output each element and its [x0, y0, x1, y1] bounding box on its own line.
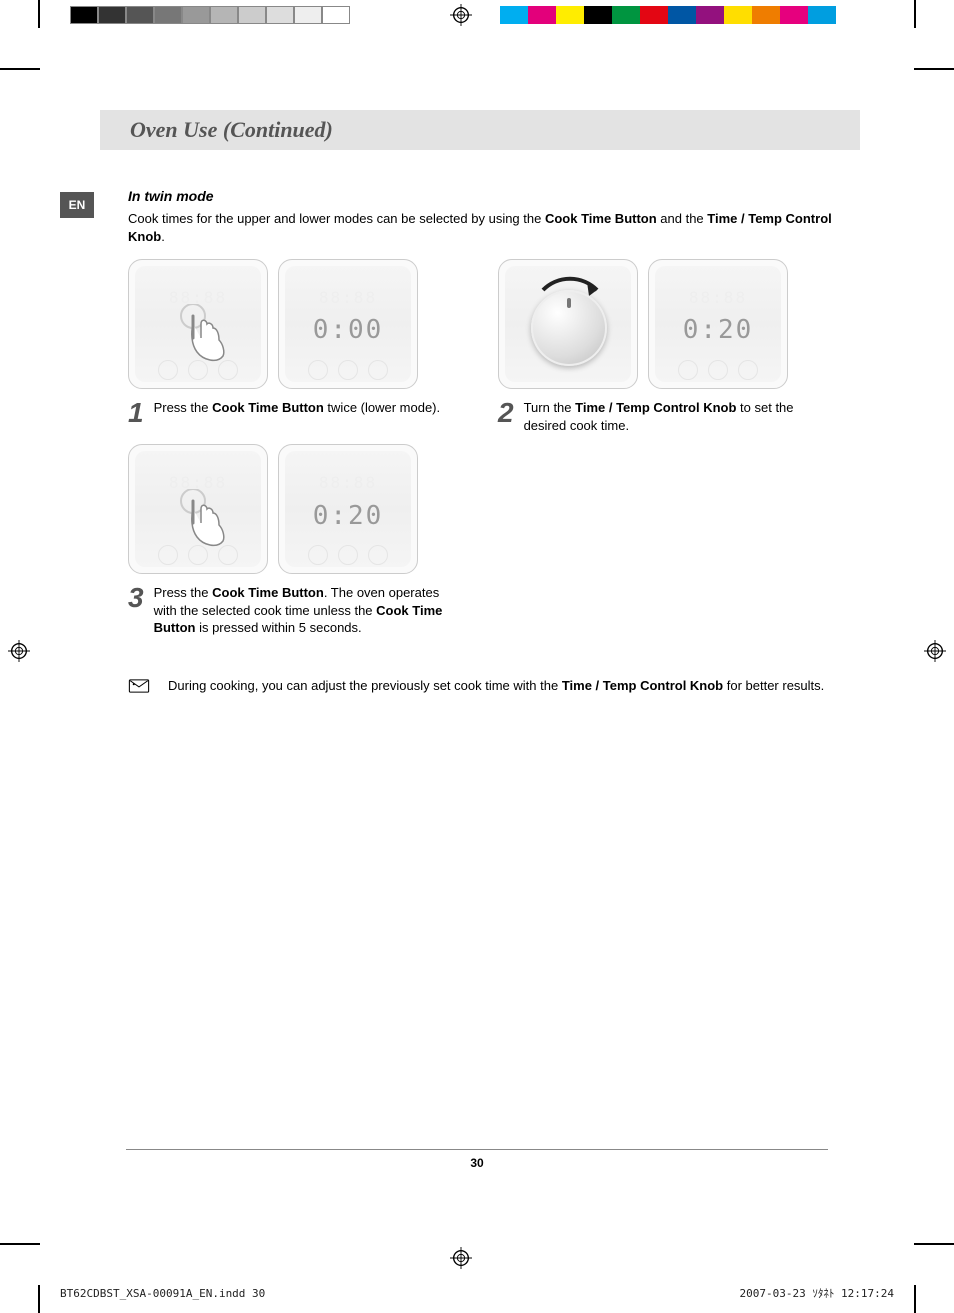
crop-mark — [914, 1243, 954, 1245]
lcd-readout: 0:00 — [279, 315, 417, 345]
step-2: 2 Turn the Time / Temp Control Knob to s… — [498, 399, 828, 434]
step-2-text: Turn the Time / Temp Control Knob to set… — [524, 399, 828, 434]
hand-press-icon — [173, 489, 233, 559]
crop-mark — [0, 1243, 40, 1245]
crop-mark — [0, 68, 40, 70]
step-row: 88:88 88:88 0:20 — [128, 444, 858, 637]
page-body: Oven Use (Continued) EN In twin mode Coo… — [60, 60, 894, 1230]
step-2-col: 88:88 0:20 2 Turn the Time / Temp Contro… — [498, 259, 828, 434]
color-swatch-bar — [500, 6, 836, 24]
step-3-illustrations: 88:88 88:88 0:20 — [128, 444, 458, 574]
section-heading: Oven Use (Continued) — [130, 117, 333, 143]
gray-swatch-bar — [70, 6, 350, 24]
step-3-col: 88:88 88:88 0:20 — [128, 444, 458, 637]
crop-mark — [914, 68, 954, 70]
lcd-readout: 0:20 — [649, 315, 787, 345]
footer-file: BT62CDBST_XSA-00091A_EN.indd 30 — [60, 1287, 265, 1300]
step-1-text: Press the Cook Time Button twice (lower … — [154, 399, 441, 417]
step-3-text: Press the Cook Time Button. The oven ope… — [154, 584, 458, 637]
step-row: 88:88 88:88 0:00 — [128, 259, 858, 434]
page-number: 30 — [60, 1156, 894, 1170]
crop-mark — [38, 0, 40, 28]
language-tab-label: EN — [69, 198, 86, 212]
lcd-display-illustration: 88:88 0:20 — [648, 259, 788, 389]
print-footer: BT62CDBST_XSA-00091A_EN.indd 30 2007-03-… — [60, 1285, 894, 1301]
language-tab: EN — [60, 192, 94, 218]
registration-mark-icon — [450, 1247, 472, 1269]
note-text: During cooking, you can adjust the previ… — [168, 677, 824, 695]
subheading: In twin mode — [128, 188, 858, 204]
press-button-illustration: 88:88 — [128, 444, 268, 574]
registration-mark-icon — [450, 4, 472, 26]
crop-mark — [914, 1285, 916, 1313]
step-1: 1 Press the Cook Time Button twice (lowe… — [128, 399, 458, 427]
hand-press-icon — [173, 304, 233, 374]
step-1-col: 88:88 88:88 0:00 — [128, 259, 458, 434]
crop-mark — [914, 0, 916, 28]
content-area: In twin mode Cook times for the upper an… — [128, 188, 858, 694]
press-button-illustration: 88:88 — [128, 259, 268, 389]
intro-paragraph: Cook times for the upper and lower modes… — [128, 210, 858, 245]
step-1-illustrations: 88:88 88:88 0:00 — [128, 259, 458, 389]
step-number: 3 — [128, 584, 144, 612]
crop-mark — [38, 1285, 40, 1313]
section-heading-bar: Oven Use (Continued) — [100, 110, 860, 150]
registration-mark-icon — [924, 640, 946, 662]
intro-text: Cook times for the upper and lower modes… — [128, 211, 545, 226]
lcd-display-illustration: 88:88 0:00 — [278, 259, 418, 389]
intro-bold: Cook Time Button — [545, 211, 657, 226]
intro-text: . — [161, 229, 165, 244]
footer-datetime: 2007-03-23 ｿﾀﾈﾄ 12:17:24 — [740, 1285, 894, 1301]
turn-knob-illustration — [498, 259, 638, 389]
note: During cooking, you can adjust the previ… — [128, 677, 858, 695]
note-icon — [128, 679, 150, 693]
intro-text: and the — [657, 211, 708, 226]
page-number-rule — [126, 1149, 828, 1150]
step-2-illustrations: 88:88 0:20 — [498, 259, 828, 389]
lcd-readout: 0:20 — [279, 501, 417, 531]
step-3: 3 Press the Cook Time Button. The oven o… — [128, 584, 458, 637]
registration-mark-icon — [8, 640, 30, 662]
step-number: 1 — [128, 399, 144, 427]
lcd-display-illustration: 88:88 0:20 — [278, 444, 418, 574]
step-number: 2 — [498, 399, 514, 427]
